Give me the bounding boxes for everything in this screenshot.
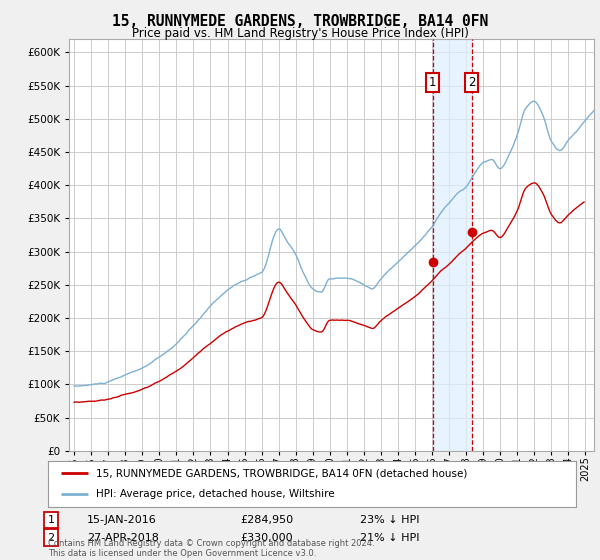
Text: 1: 1 <box>429 76 436 89</box>
Text: 15, RUNNYMEDE GARDENS, TROWBRIDGE, BA14 0FN: 15, RUNNYMEDE GARDENS, TROWBRIDGE, BA14 … <box>112 14 488 29</box>
Text: 2: 2 <box>468 76 475 89</box>
Text: 27-APR-2018: 27-APR-2018 <box>87 533 159 543</box>
Text: Price paid vs. HM Land Registry's House Price Index (HPI): Price paid vs. HM Land Registry's House … <box>131 27 469 40</box>
Bar <box>433 39 472 451</box>
Text: 15-JAN-2016: 15-JAN-2016 <box>87 515 157 525</box>
Text: 21% ↓ HPI: 21% ↓ HPI <box>360 533 419 543</box>
Text: Contains HM Land Registry data © Crown copyright and database right 2024.
This d: Contains HM Land Registry data © Crown c… <box>48 539 374 558</box>
Text: £284,950: £284,950 <box>240 515 293 525</box>
Text: £330,000: £330,000 <box>240 533 293 543</box>
Text: 15, RUNNYMEDE GARDENS, TROWBRIDGE, BA14 0FN (detached house): 15, RUNNYMEDE GARDENS, TROWBRIDGE, BA14 … <box>95 468 467 478</box>
Text: 1: 1 <box>47 515 55 525</box>
Text: 2: 2 <box>47 533 55 543</box>
Text: 23% ↓ HPI: 23% ↓ HPI <box>360 515 419 525</box>
Text: HPI: Average price, detached house, Wiltshire: HPI: Average price, detached house, Wilt… <box>95 489 334 500</box>
